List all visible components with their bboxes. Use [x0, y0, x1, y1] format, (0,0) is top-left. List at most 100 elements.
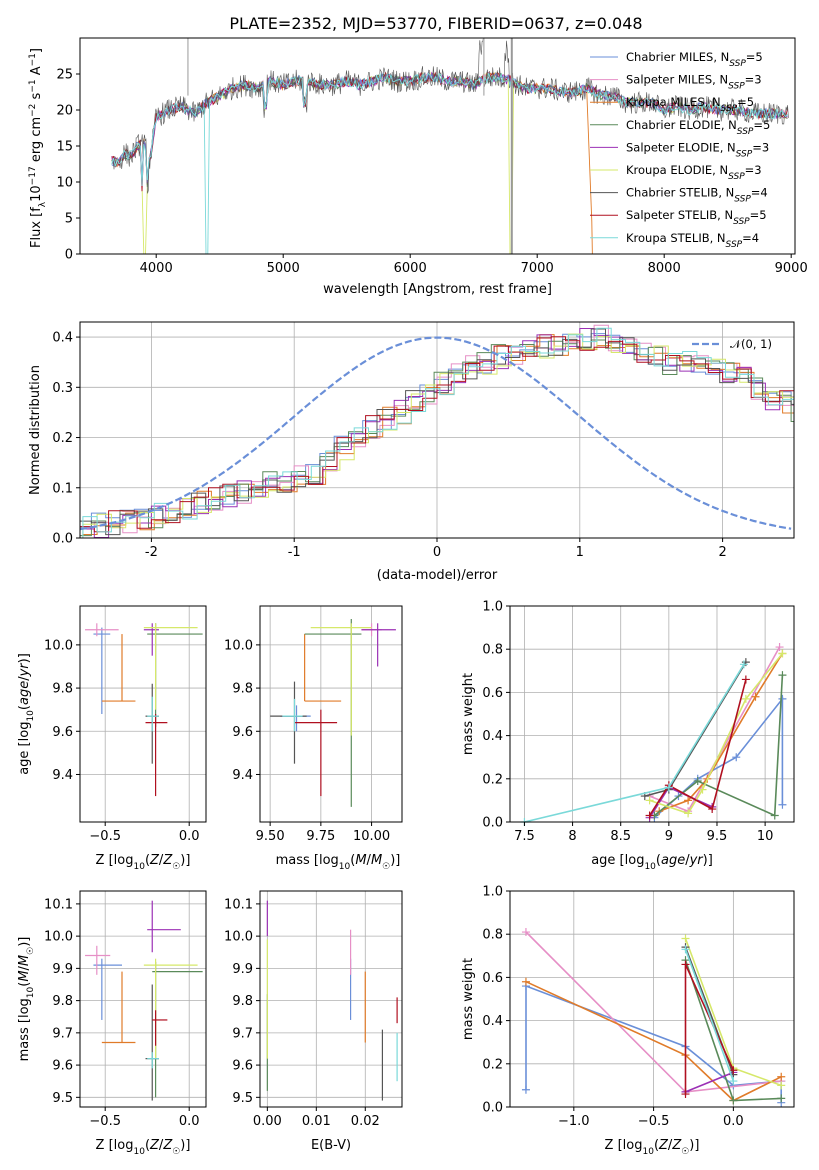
- residuals-frame: -2 -1 0 1 2 0.0 0.1 0.2 0.3 0.4: [52, 321, 795, 560]
- mass-weight-vs-Z-ylabel: mass weight: [461, 958, 476, 1040]
- mass_weight_vs_age-ytick-label: 0.0: [482, 816, 503, 831]
- series-point-salpeter_miles: [521, 928, 530, 937]
- mass_vs_Z-ytick-label: 9.7: [52, 1026, 73, 1041]
- series-point-salpeter_stelib: [681, 960, 690, 969]
- legend-label-kroupa_miles: Kroupa MILES, NSSP=5: [626, 95, 754, 114]
- series-line-kroupa_miles: [525, 980, 782, 1102]
- legend-label-salpeter_elodie: Salpeter ELODIE, NSSP=3: [626, 140, 769, 159]
- mass_vs_Z-frame: −0.5 0.0 9.5 9.6 9.7 9.8 9.9 10.0 10.1: [44, 890, 207, 1129]
- mass_weight_vs_age-frame: 7.5 8 8.5 9 9.5 10 0.0 0.2 0.4 0.6 0.8 1.0: [482, 600, 795, 844]
- age_vs_mass-ytick-label: 9.6: [232, 725, 253, 740]
- age_vs_Z-ytick-label: 10.0: [44, 638, 73, 653]
- age_vs_mass-ytick-label: 9.4: [232, 768, 253, 783]
- spectrum-ytick-label: 10: [56, 176, 73, 191]
- mass_vs_Z-ytick-label: 9.5: [52, 1091, 73, 1106]
- mass_weight_vs_Z-ytick-label: 0.0: [482, 1101, 503, 1116]
- mass_weight_vs_age-xtick-label: 9.5: [707, 829, 728, 844]
- legend-label-chabrier_stelib: Chabrier STELIB, NSSP=4: [626, 186, 768, 205]
- age_vs_mass-frame: 9.50 9.75 10.00 9.4 9.6 9.8 10.0: [224, 605, 403, 844]
- series-line-kroupa_stelib: [524, 663, 745, 823]
- spectrum-line-chabrier_stelib: [111, 38, 789, 194]
- spectrum-models: [111, 38, 789, 254]
- series-point-kroupa_elodie: [684, 809, 693, 818]
- age_vs_Z-xtick-label: 0.0: [179, 829, 200, 844]
- residuals-xtick-label: 1: [576, 545, 584, 560]
- spectrum-ytick-label: 5: [65, 212, 73, 227]
- mass_vs_ebv-ytick-label: 9.8: [232, 994, 253, 1009]
- spectrum-ytick-label: 0: [65, 248, 73, 263]
- age_vs_mass-xtick-label: 10.00: [353, 829, 390, 844]
- series-point-kroupa_stelib: [739, 660, 748, 669]
- age_vs_mass-points: [270, 618, 396, 807]
- series-point-chabrier_miles: [778, 694, 787, 703]
- residuals-xtick-label: 0: [433, 545, 441, 560]
- legend-label-chabrier_elodie: Chabrier ELODIE, NSSP=5: [626, 118, 770, 137]
- legend-label-chabrier_miles: Chabrier MILES, NSSP=5: [626, 50, 763, 69]
- mass_vs_ebv-xtick-label: 0.02: [351, 1114, 380, 1129]
- legend-label-kroupa_stelib: Kroupa STELIB, NSSP=4: [626, 231, 759, 250]
- mass_weight_vs_age-xtick-label: 8: [568, 829, 576, 844]
- mass_weight_vs_Z-ytick-label: 0.4: [482, 1014, 503, 1029]
- mass_weight_vs_age-ytick-label: 0.8: [482, 643, 503, 658]
- figure-title: PLATE=2352, MJD=53770, FIBERID=0637, z=0…: [229, 14, 642, 33]
- series-point-chabrier_elodie: [777, 1094, 786, 1103]
- mass-weight-vs-Z-xlabel: Z [log10(Z/Z☉)]: [605, 1138, 700, 1157]
- mass-vs-Z-xlabel: Z [log10(Z/Z☉)]: [96, 1138, 191, 1157]
- mass_vs_Z-axes: [80, 891, 206, 1107]
- series-point-chabrier_miles: [778, 800, 787, 809]
- series-point-kroupa_elodie: [681, 934, 690, 943]
- mass_weight_vs_Z-xtick-label: 0.0: [723, 1114, 744, 1129]
- series-point-kroupa_elodie: [645, 796, 654, 805]
- mass-weight-vs-age-xlabel: age [log10(age/yr)]: [591, 853, 713, 872]
- residuals-xtick-label: -1: [288, 545, 301, 560]
- residuals-axes: [80, 322, 794, 539]
- series-point-kroupa_miles: [751, 692, 760, 701]
- mass_vs_Z-xtick-label: −0.5: [89, 1114, 121, 1129]
- normal-curve: [80, 336, 792, 531]
- residuals-ytick-label: 0.3: [52, 381, 73, 396]
- mass_vs_ebv-border: [259, 890, 403, 1108]
- mass_weight_vs_Z-ytick-label: 1.0: [482, 885, 503, 900]
- age_vs_mass-ytick-label: 9.8: [232, 682, 253, 697]
- series-point-chabrier_elodie: [729, 1096, 738, 1105]
- spectrum-ytick-label: 20: [56, 104, 73, 119]
- series-point-chabrier_elodie: [778, 671, 787, 680]
- mass_vs_Z-xtick-label: 0.0: [179, 1114, 200, 1129]
- mass_vs_Z-ytick-label: 9.6: [52, 1059, 73, 1074]
- mass_weight_vs_age-xtick-label: 10: [757, 829, 774, 844]
- series-point-kroupa_elodie: [777, 1081, 786, 1090]
- mass_vs_Z-ytick-label: 10.1: [44, 897, 73, 912]
- mass_vs_ebv-ytick-label: 9.6: [232, 1059, 253, 1074]
- legend-label-normal: 𝒩(0, 1): [730, 337, 772, 351]
- mass_vs_Z-points: [85, 900, 203, 1101]
- age_vs_mass-border: [259, 605, 403, 823]
- mass_vs_Z-ytick-label: 10.0: [44, 930, 73, 945]
- age_vs_Z-ytick-label: 9.8: [52, 682, 73, 697]
- mass_vs_ebv-ytick-label: 9.7: [232, 1026, 253, 1041]
- mass_vs_ebv-ytick-label: 9.9: [232, 962, 253, 977]
- series-line-salpeter_stelib: [648, 679, 747, 816]
- residuals-ytick-label: 0.0: [52, 532, 73, 547]
- series-point-chabrier_miles: [521, 1085, 530, 1094]
- series-point-kroupa_miles: [777, 1072, 786, 1081]
- age_vs_mass-xtick-label: 9.75: [306, 829, 335, 844]
- residuals-legend: 𝒩(0, 1): [692, 337, 772, 351]
- age_vs_mass-axes: [260, 606, 402, 822]
- mass_vs_Z-border: [79, 890, 207, 1108]
- age-vs-Z-xlabel: Z [log10(Z/Z☉)]: [96, 853, 191, 872]
- age_vs_Z-axes: [80, 606, 206, 822]
- spectrum-xtick-label: 9000: [775, 261, 808, 276]
- residuals-xtick-label: -2: [145, 545, 158, 560]
- series-line-chabrier_elodie: [653, 675, 784, 817]
- series-line-salpeter_elodie: [685, 1071, 734, 1093]
- series-point-kroupa_stelib: [729, 1077, 738, 1086]
- mass_vs_ebv-xtick-label: 0.01: [302, 1114, 331, 1129]
- mass_weight_vs_age-ytick-label: 0.2: [482, 772, 503, 787]
- legend-label-salpeter_stelib: Salpeter STELIB, NSSP=5: [626, 208, 767, 227]
- mass_vs_ebv-ytick-label: 9.5: [232, 1091, 253, 1106]
- spectrum-frame: 4000 5000 6000 7000 8000 9000 0 5 10 15 20 25: [56, 37, 808, 276]
- age_vs_mass-xtick-label: 9.50: [256, 829, 285, 844]
- spectrum-ytick-label: 25: [56, 68, 73, 83]
- spectrum-xtick-label: 5000: [267, 261, 300, 276]
- series-point-chabrier_miles: [732, 753, 741, 762]
